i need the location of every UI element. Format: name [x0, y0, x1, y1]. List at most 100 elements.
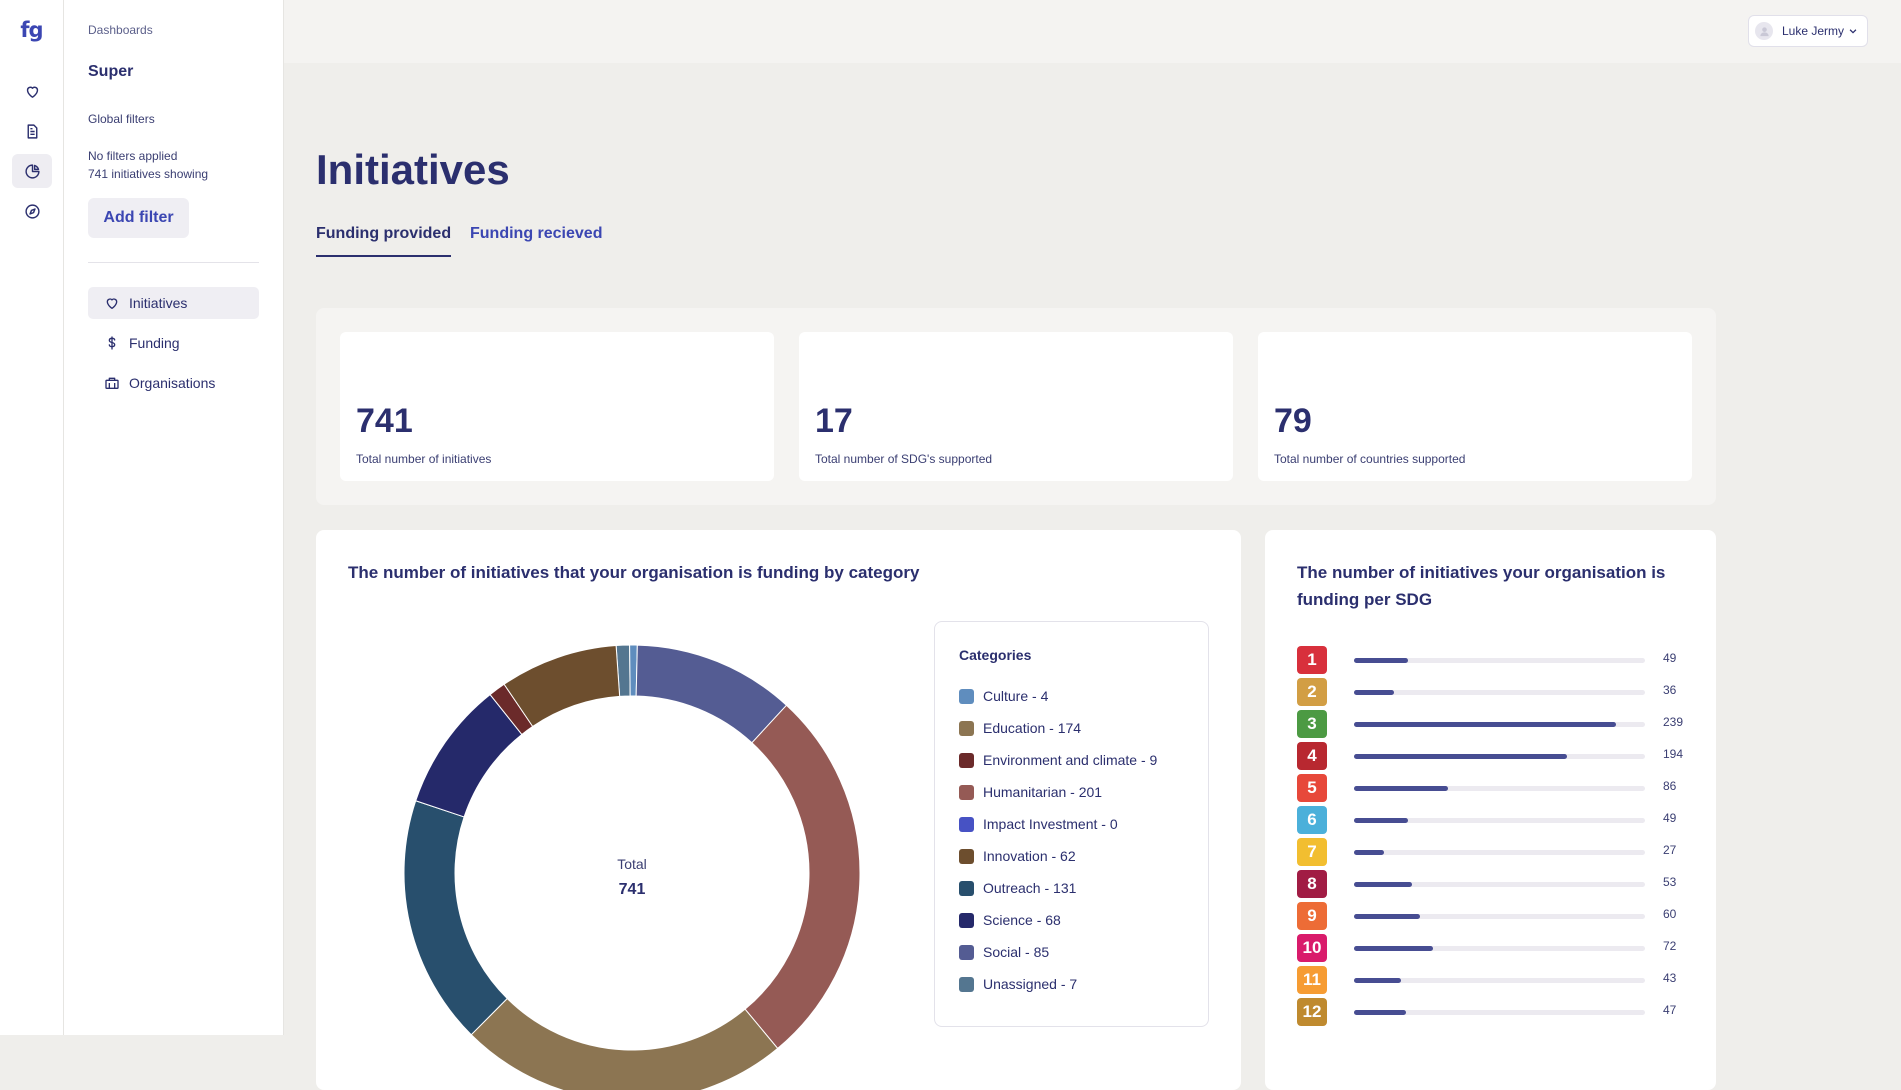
icon-rail: fg: [0, 0, 64, 1035]
sdg-bar-track: [1354, 722, 1645, 727]
legend-item[interactable]: Environment and climate - 9: [959, 750, 1157, 770]
legend-item[interactable]: Culture - 4: [959, 686, 1048, 706]
sdg-bar: [1354, 882, 1413, 887]
donut-slice-social[interactable]: [635, 644, 788, 744]
sdg-bar: [1354, 786, 1449, 791]
legend-swatch: [959, 784, 974, 800]
sdg-value: 72: [1663, 939, 1677, 953]
breadcrumb[interactable]: Dashboards: [88, 23, 153, 37]
legend-item[interactable]: Education - 174: [959, 718, 1081, 738]
sdg-row: 12 47: [1297, 998, 1687, 1026]
sidebar-item-initiatives[interactable]: Initiatives: [88, 287, 259, 319]
stat-card-initiatives: 741 Total number of initiatives: [340, 332, 774, 481]
legend-label: Culture - 4: [983, 688, 1049, 704]
sdg-bar-track: [1354, 1010, 1645, 1015]
global-filters-label: Global filters: [88, 112, 155, 126]
pie-chart-icon: [24, 163, 40, 179]
legend-label: Impact Investment - 0: [983, 816, 1118, 832]
sdg-bar: [1354, 946, 1434, 951]
donut-slice-humanitarian[interactable]: [744, 704, 861, 1050]
user-menu-button[interactable]: Luke Jermy: [1748, 15, 1868, 47]
heart-icon: [26, 86, 38, 98]
sdg-bar-track: [1354, 818, 1645, 823]
sdg-value: 43: [1663, 971, 1677, 985]
sdg-badge: 8: [1297, 870, 1327, 898]
rail-compass-button[interactable]: [12, 194, 52, 228]
legend-label: Unassigned - 7: [983, 976, 1078, 992]
sidebar-item-label: Organisations: [129, 375, 216, 391]
sdg-badge: 4: [1297, 742, 1327, 770]
app-logo[interactable]: fg: [20, 18, 43, 42]
sdg-row: 7 27: [1297, 838, 1687, 866]
sdg-badge: 6: [1297, 806, 1327, 834]
sidebar-item-label: Initiatives: [129, 295, 188, 311]
legend-item[interactable]: Outreach - 131: [959, 878, 1076, 898]
sdg-row: 9 60: [1297, 902, 1687, 930]
legend-item[interactable]: Science - 68: [959, 910, 1061, 930]
sdg-chart-title-line: funding per SDG: [1297, 590, 1433, 609]
sidebar-item-label: Funding: [129, 335, 180, 351]
sdg-chart-title-line: The number of initiatives your organisat…: [1297, 563, 1666, 582]
legend-label: Outreach - 131: [983, 880, 1077, 896]
stat-label: Total number of countries supported: [1274, 452, 1466, 466]
legend-item[interactable]: Impact Investment - 0: [959, 814, 1118, 834]
sdg-bar: [1354, 690, 1394, 695]
sdg-chart-title: The number of initiatives your organisat…: [1297, 559, 1665, 613]
stat-card-sdgs: 17 Total number of SDG's supported: [799, 332, 1233, 481]
sidebar-item-organisations[interactable]: Organisations: [88, 367, 259, 399]
sdg-badge: 12: [1297, 998, 1327, 1026]
stats-panel: 741 Total number of initiatives 17 Total…: [316, 308, 1716, 505]
rail-document-button[interactable]: [12, 114, 52, 148]
donut-slice-education[interactable]: [470, 997, 779, 1090]
sdg-row: 4 194: [1297, 742, 1687, 770]
stat-label: Total number of SDG's supported: [815, 452, 993, 466]
sdg-bar: [1354, 658, 1408, 663]
heart-icon: [104, 295, 120, 311]
sdg-value: 27: [1663, 843, 1677, 857]
dashboard-title: Super: [88, 63, 134, 80]
building-icon: [104, 375, 120, 391]
legend-item[interactable]: Humanitarian - 201: [959, 782, 1102, 802]
sdg-chart-card: The number of initiatives your organisat…: [1265, 530, 1716, 1090]
sdg-badge: 11: [1297, 966, 1327, 994]
sdg-bar: [1354, 850, 1384, 855]
rail-heart-button[interactable]: [12, 74, 52, 108]
sdg-row: 1 49: [1297, 646, 1687, 674]
sidebar-item-funding[interactable]: Funding: [88, 327, 259, 359]
stat-value: 79: [1274, 402, 1312, 440]
tab-funding-received[interactable]: Funding recieved: [470, 225, 603, 242]
donut-slice-innovation[interactable]: [503, 645, 621, 728]
sdg-value: 239: [1663, 715, 1684, 729]
sdg-value: 36: [1663, 683, 1677, 697]
stat-value: 741: [356, 402, 413, 440]
category-chart-card: The number of initiatives that your orga…: [316, 530, 1241, 1090]
sdg-value: 49: [1663, 811, 1677, 825]
tab-funding-provided[interactable]: Funding provided: [316, 225, 452, 257]
legend-swatch: [959, 688, 974, 704]
legend-item[interactable]: Social - 85: [959, 942, 1049, 962]
top-bar: Luke Jermy: [284, 0, 1901, 63]
filters-status: No filters applied 741 initiatives showi…: [88, 147, 208, 183]
compass-icon: [24, 203, 40, 219]
sdg-value: 60: [1663, 907, 1677, 921]
dollar-icon: [104, 335, 120, 351]
legend-item[interactable]: Innovation - 62: [959, 846, 1076, 866]
sdg-row: 10 72: [1297, 934, 1687, 962]
rail-dashboard-button[interactable]: [12, 154, 52, 188]
stat-card-countries: 79 Total number of countries supported: [1258, 332, 1692, 481]
donut-slice-outreach[interactable]: [403, 800, 508, 1036]
sdg-bar-track: [1354, 946, 1645, 951]
sdg-bar-track: [1354, 914, 1645, 919]
stat-label: Total number of initiatives: [356, 452, 492, 466]
legend-swatch: [959, 912, 974, 928]
sdg-badge: 2: [1297, 678, 1327, 706]
legend-swatch: [959, 880, 974, 896]
sidebar-divider: [88, 262, 259, 263]
add-filter-button[interactable]: Add filter: [88, 198, 189, 238]
legend-item[interactable]: Unassigned - 7: [959, 974, 1077, 994]
sdg-bar-track: [1354, 658, 1645, 663]
legend-swatch: [959, 976, 974, 992]
donut-center-value: 741: [619, 881, 646, 898]
sdg-bar-track: [1354, 882, 1645, 887]
sdg-bar: [1354, 978, 1402, 983]
